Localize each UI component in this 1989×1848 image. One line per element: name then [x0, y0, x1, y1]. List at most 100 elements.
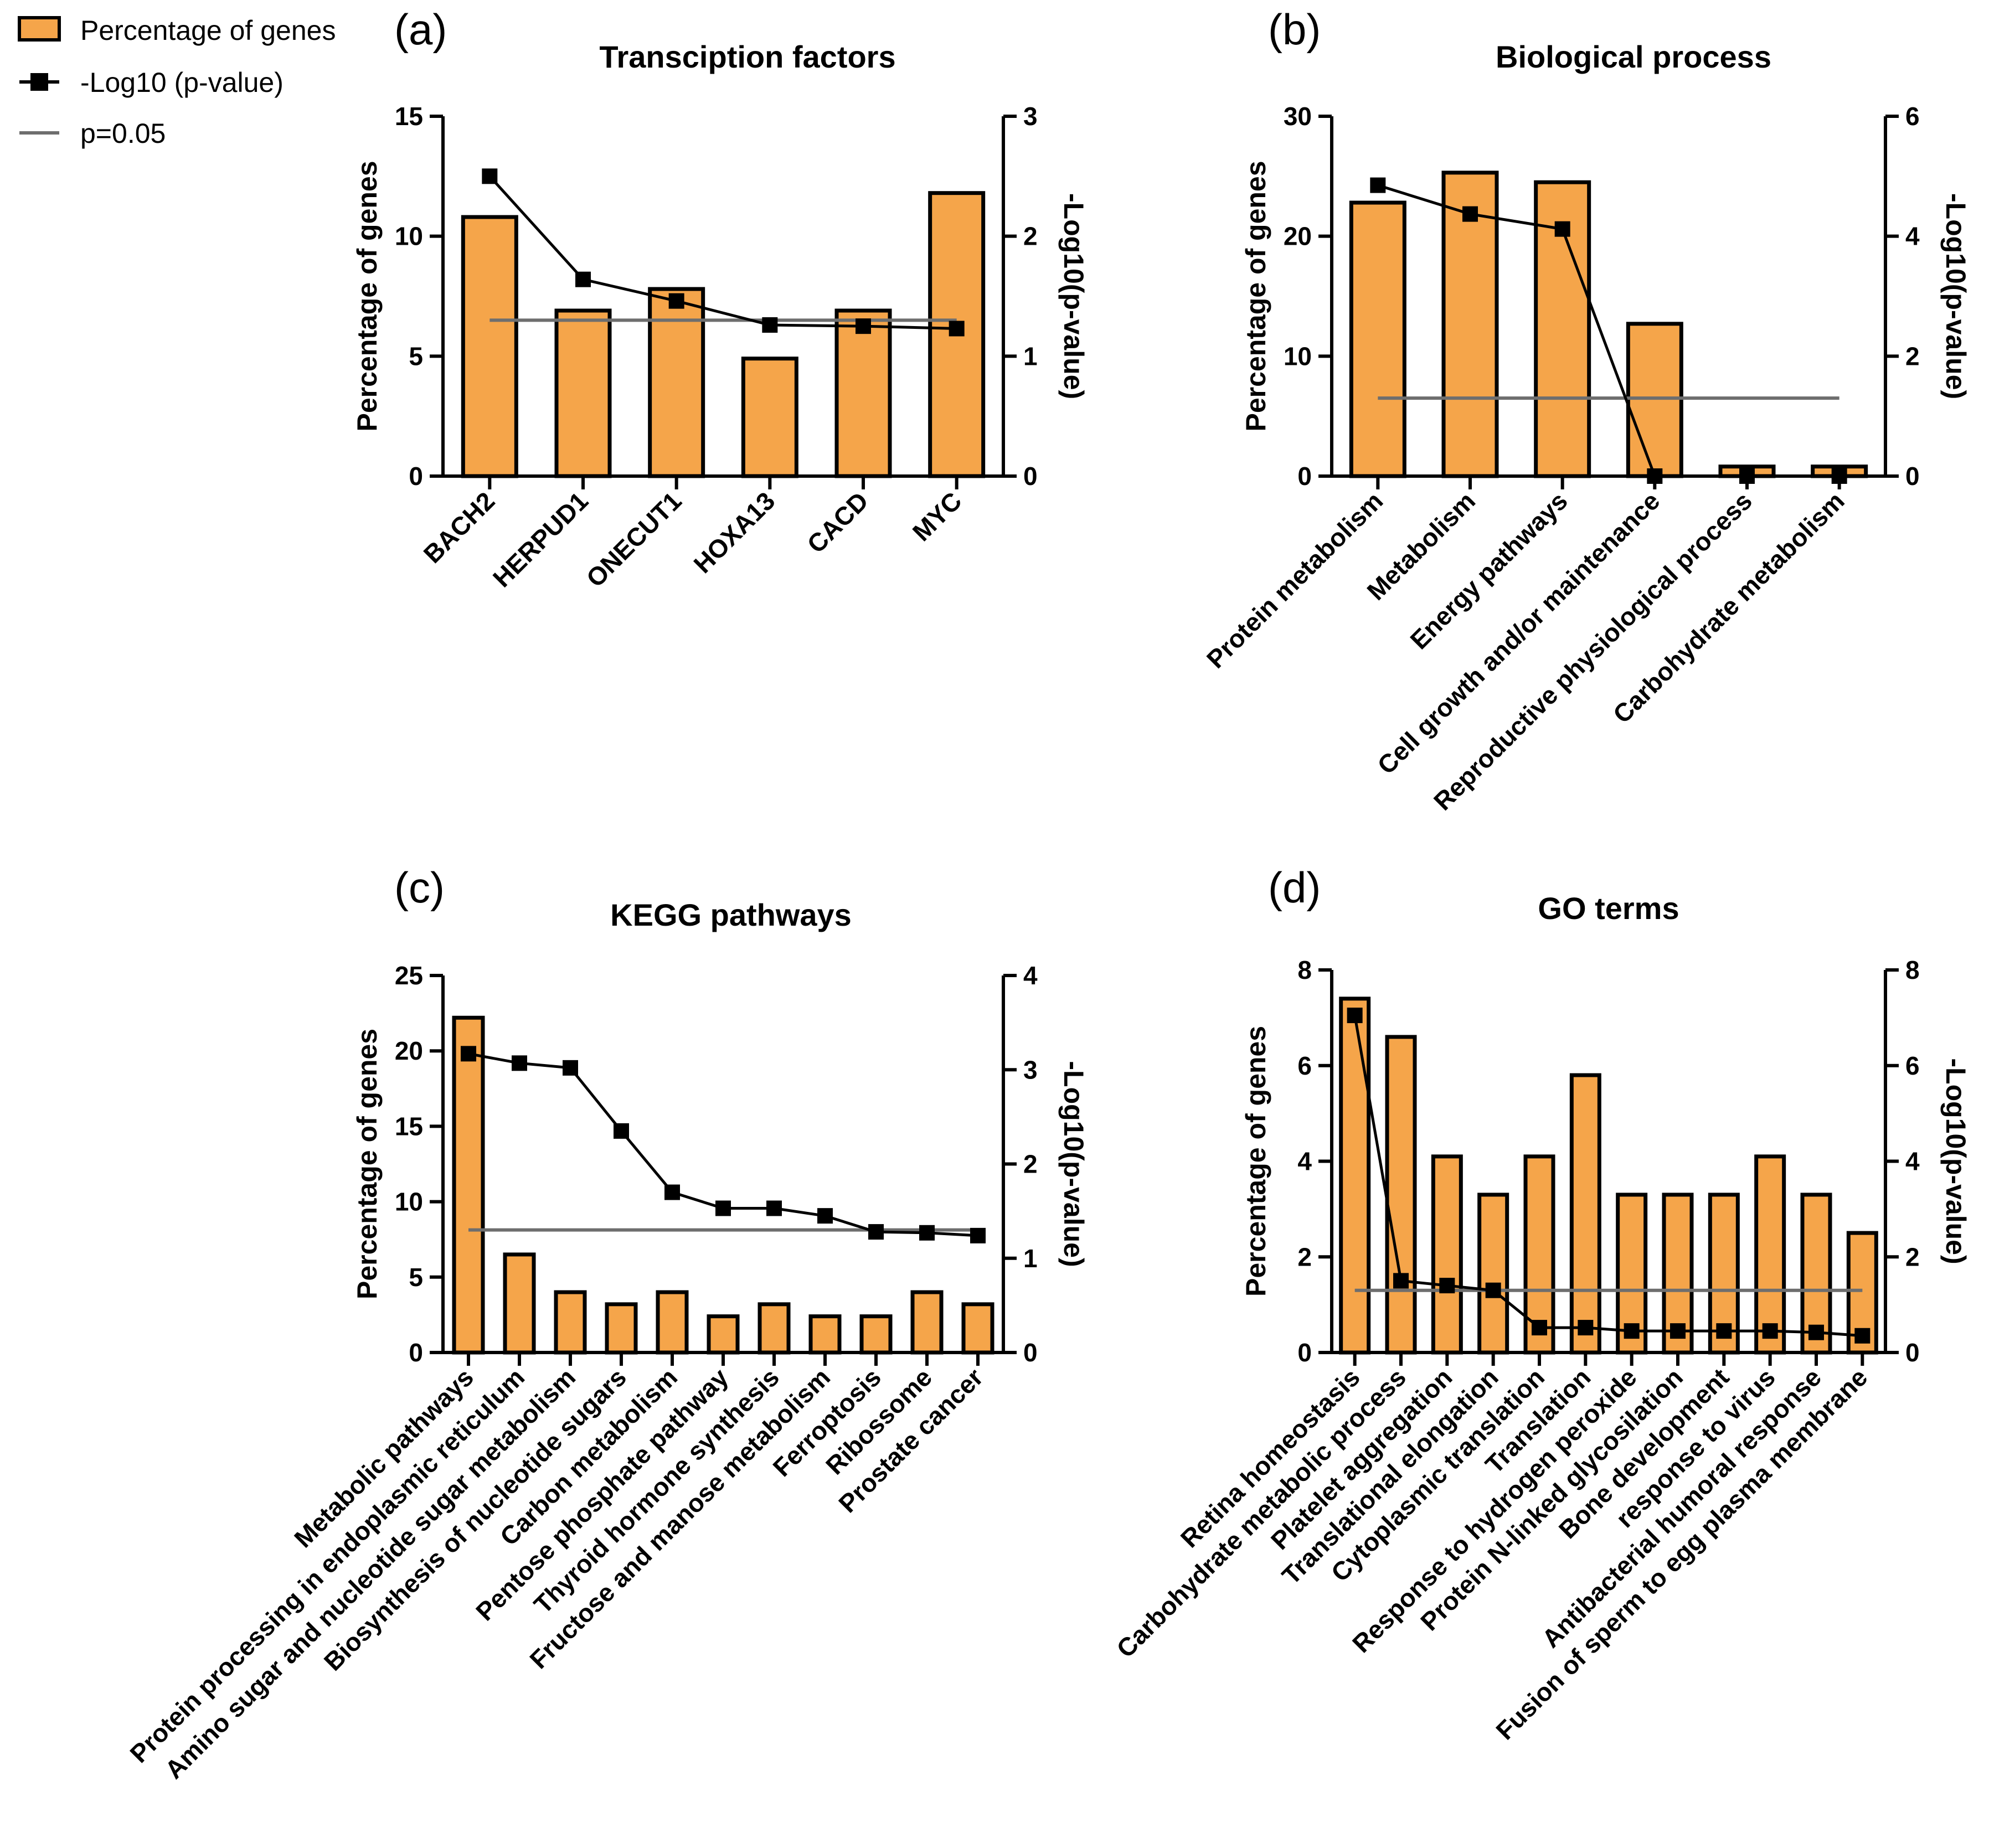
bar-2: [1441, 171, 1499, 478]
left-tick-label: 25: [395, 961, 423, 990]
bar-4: [605, 1302, 638, 1355]
pvalue-marker-6: [715, 1200, 731, 1216]
bar-3: [554, 1290, 587, 1355]
left-tick-label: 20: [1284, 222, 1312, 251]
left-tick-label: 4: [1297, 1147, 1312, 1176]
left-tick-label: 30: [1284, 102, 1312, 131]
right-tick-label: 4: [1905, 222, 1920, 251]
pvalue-marker-3: [1554, 221, 1570, 237]
x-tick-label: HERPUD1: [487, 486, 594, 592]
bar-3: [1431, 1154, 1463, 1355]
legend-line-marker: [30, 73, 48, 91]
pvalue-marker-9: [868, 1224, 884, 1240]
bar-1: [461, 215, 518, 478]
right-tick-label: 4: [1905, 1147, 1920, 1176]
pvalue-marker-5: [1532, 1320, 1547, 1336]
pvalue-line: [488, 175, 957, 330]
pvalue-marker-7: [766, 1200, 782, 1216]
right-tick-label: 2: [1905, 342, 1920, 370]
pvalue-marker-2: [1462, 206, 1478, 222]
right-axis-label: -Log10(p-value): [1940, 1058, 1971, 1264]
bar-5: [834, 308, 892, 478]
pvalue-marker-3: [668, 293, 684, 309]
pvalue-marker-6: [1578, 1320, 1594, 1336]
pvalue-line: [1353, 1015, 1863, 1338]
left-tick-label: 20: [395, 1036, 423, 1065]
bar-2: [554, 308, 612, 478]
pvalue-marker-6: [949, 321, 965, 337]
pvalue-marker-4: [762, 317, 778, 333]
left-tick-label: 0: [1297, 462, 1312, 491]
pvalue-marker-3: [563, 1060, 578, 1076]
left-tick-label: 10: [395, 222, 423, 251]
pvalue-marker-9: [1716, 1323, 1732, 1339]
legend: Percentage of genes -Log10 (p-value) p=0…: [18, 15, 336, 149]
bar-8: [808, 1314, 842, 1355]
pvalue-marker-5: [664, 1184, 680, 1200]
right-tick-label: 0: [1905, 1338, 1920, 1367]
panel-letter: (a): [394, 5, 447, 54]
left-tick-label: 10: [1284, 342, 1312, 370]
pvalue-marker-1: [1347, 1008, 1363, 1024]
bar-2: [503, 1252, 536, 1355]
x-tick-label: ONECUT1: [581, 486, 687, 592]
bar-6: [1569, 1073, 1601, 1355]
left-tick-label: 10: [395, 1188, 423, 1216]
pvalue-marker-3: [1439, 1278, 1455, 1294]
pvalue-marker-2: [1393, 1273, 1409, 1289]
left-axis-label: Percentage of genes: [1240, 161, 1271, 431]
bar-4: [1626, 322, 1683, 478]
right-tick-label: 1: [1023, 342, 1038, 370]
left-tick-label: 5: [409, 1263, 423, 1292]
panel-b: (b) Biological process 0 10 20 30 0 2 4 6 Percenta…: [1201, 5, 1971, 816]
panels: (a)Transciption factors0510150123Percent…: [124, 5, 1971, 1784]
pvalue-marker-4: [1485, 1282, 1501, 1298]
x-tick-label: MYC: [907, 486, 967, 546]
right-tick-label: 6: [1905, 1051, 1920, 1080]
left-tick-label: 15: [395, 1112, 423, 1140]
bar-11: [961, 1302, 995, 1355]
pvalue-marker-2: [575, 271, 591, 287]
x-tick-label: Protein processing in endoplasmic reticu…: [124, 1362, 530, 1768]
x-tick-label: CACD: [801, 486, 874, 559]
pvalue-marker-2: [512, 1055, 527, 1071]
right-tick-label: 1: [1023, 1244, 1038, 1273]
right-tick-label: 2: [1905, 1242, 1920, 1271]
x-tick-label: Reproductive physiological process: [1428, 486, 1758, 815]
panel-d: (d) GO terms 0 2 4 6 8 0 2 4 6 8 Percentage of genes…: [1111, 863, 1971, 1745]
panel-letter: (b): [1268, 5, 1321, 54]
bar-7: [758, 1302, 791, 1355]
panel-letter: (c): [394, 863, 445, 912]
panel-title: KEGG pathways: [610, 897, 852, 932]
bar-2: [1385, 1035, 1417, 1355]
left-tick-label: 0: [409, 462, 423, 491]
right-tick-label: 3: [1023, 1055, 1038, 1084]
left-tick-label: 2: [1297, 1242, 1312, 1271]
legend-line-label: -Log10 (p-value): [80, 67, 284, 98]
bar-10: [910, 1290, 944, 1355]
x-tick-label: Protein metabolism: [1201, 486, 1389, 674]
right-tick-label: 2: [1023, 222, 1038, 251]
pvalue-marker-1: [461, 1046, 476, 1062]
pvalue-marker-5: [856, 318, 871, 334]
pvalue-marker-10: [919, 1225, 935, 1241]
bar-9: [859, 1314, 893, 1355]
right-axis-label: -Log10(p-value): [1058, 1061, 1089, 1267]
panel-title: Biological process: [1496, 39, 1771, 74]
bar-5: [656, 1290, 689, 1355]
left-axis-label: Percentage of genes: [1240, 1026, 1271, 1297]
x-tick-label: HOXA13: [688, 486, 780, 579]
right-tick-label: 0: [1905, 462, 1920, 491]
bar-1: [452, 1015, 485, 1355]
x-tick-label: Energy pathways: [1404, 486, 1573, 654]
bar-4: [741, 357, 798, 478]
x-tick-label: BACH2: [418, 486, 501, 569]
left-axis-label: Percentage of genes: [352, 1029, 383, 1299]
pvalue-marker-4: [614, 1123, 629, 1139]
bar-6: [707, 1314, 740, 1355]
bar-4: [1477, 1193, 1509, 1355]
pvalue-marker-1: [1370, 177, 1386, 193]
pvalue-marker-8: [817, 1208, 833, 1224]
right-tick-label: 3: [1023, 102, 1038, 131]
right-tick-label: 0: [1023, 462, 1038, 491]
